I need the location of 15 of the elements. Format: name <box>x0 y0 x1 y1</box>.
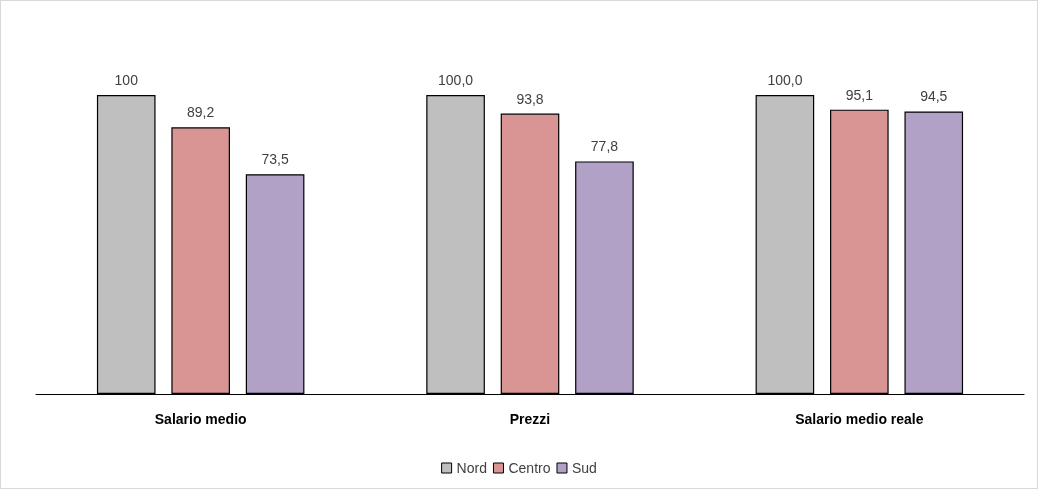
x-tick-label: Salario medio <box>154 411 247 427</box>
data-label: 94,5 <box>920 88 948 105</box>
legend-label: Nord <box>456 460 487 476</box>
data-label: 100 <box>114 72 139 88</box>
data-label: 77,8 <box>590 138 619 155</box>
data-label: 100,0 <box>767 72 803 88</box>
data-label: 95,1 <box>845 86 874 103</box>
data-label: 93,8 <box>516 90 544 107</box>
data-label: 73,5 <box>261 151 289 168</box>
data-label: 89,2 <box>187 104 215 121</box>
data-label: 100,0 <box>438 72 474 88</box>
legend-label: Centro <box>508 460 551 476</box>
legend-label: Sud <box>571 460 597 476</box>
x-tick-label: Prezzi <box>509 411 551 427</box>
x-tick-label: Salario medio reale <box>795 411 924 427</box>
